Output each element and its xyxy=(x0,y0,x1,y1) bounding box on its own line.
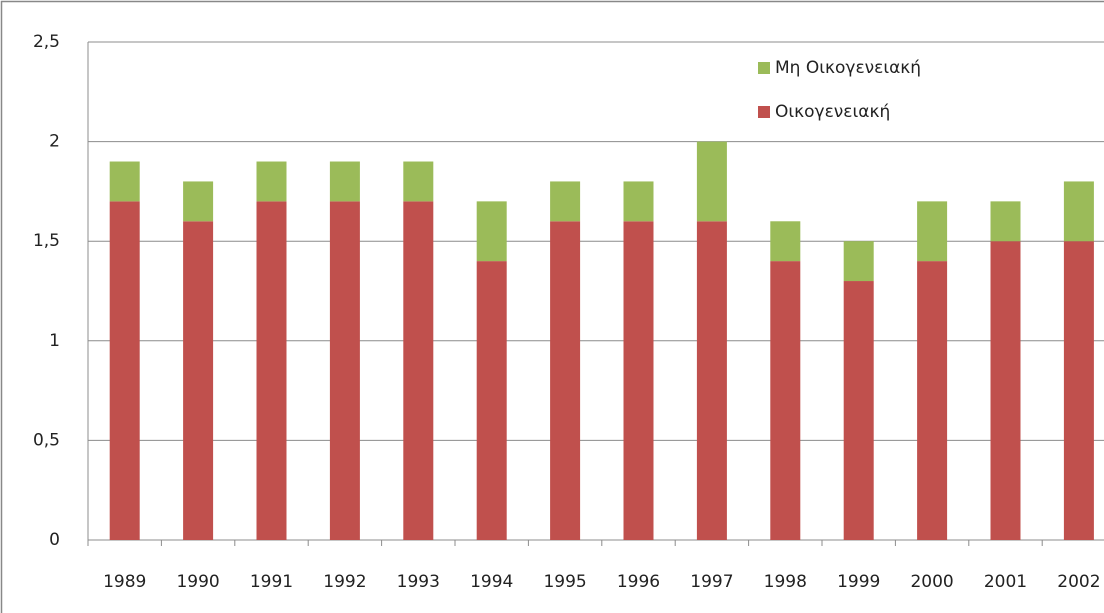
x-tick-label: 1989 xyxy=(103,572,146,592)
x-tick-label: 1998 xyxy=(764,572,807,592)
y-tick-label: 2,5 xyxy=(33,32,60,52)
bar xyxy=(917,201,948,262)
x-tick-label: 1993 xyxy=(397,572,440,592)
x-tick-label: 1996 xyxy=(617,572,660,592)
x-tick-label: 1997 xyxy=(690,572,733,592)
bar xyxy=(109,161,140,202)
bar xyxy=(256,161,287,202)
bar xyxy=(183,221,214,540)
bar xyxy=(623,181,654,222)
bar xyxy=(476,201,507,262)
x-tick-label: 1994 xyxy=(470,572,513,592)
bar xyxy=(770,261,801,540)
bar xyxy=(550,221,581,540)
bar xyxy=(476,261,507,540)
bar xyxy=(843,281,874,540)
bar xyxy=(696,221,727,540)
bar xyxy=(990,241,1021,540)
bar xyxy=(403,201,434,541)
y-tick-label: 1,5 xyxy=(33,231,60,251)
bar xyxy=(623,221,654,540)
bar xyxy=(403,161,434,202)
x-tick-label: 1991 xyxy=(250,572,293,592)
y-tick-label: 0,5 xyxy=(33,430,60,450)
bar xyxy=(917,261,948,540)
x-tick-label: 2002 xyxy=(1057,572,1100,592)
x-tick-label: 1990 xyxy=(176,572,219,592)
bar xyxy=(1063,241,1094,540)
x-tick-label: 1999 xyxy=(837,572,880,592)
bar xyxy=(183,181,214,222)
legend-swatch xyxy=(758,106,770,118)
x-tick-label: 2001 xyxy=(984,572,1027,592)
bar xyxy=(990,201,1021,242)
bar xyxy=(696,141,727,222)
bar xyxy=(843,241,874,282)
x-tick-label: 1992 xyxy=(323,572,366,592)
bar xyxy=(1063,181,1094,242)
x-tick-label: 1995 xyxy=(543,572,586,592)
bar xyxy=(550,181,581,222)
bar xyxy=(770,221,801,262)
bar xyxy=(329,201,360,541)
y-tick-label: 2 xyxy=(49,132,60,152)
y-tick-label: 0 xyxy=(49,530,60,550)
legend-label: Μη Οικογενειακή xyxy=(775,58,921,78)
bar xyxy=(109,201,140,541)
legend-swatch xyxy=(758,62,770,74)
bar xyxy=(256,201,287,541)
legend-label: Οικογενειακή xyxy=(775,102,890,122)
y-tick-label: 1 xyxy=(49,331,60,351)
bar xyxy=(329,161,360,202)
x-tick-label: 2000 xyxy=(910,572,953,592)
